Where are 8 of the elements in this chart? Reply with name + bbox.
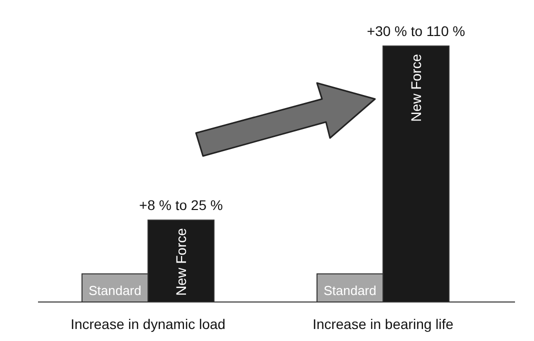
annotation: +8 % to 25 %: [139, 197, 223, 214]
text: New Force: [408, 54, 424, 122]
series-label: New Force: [173, 228, 189, 296]
text: Standard: [324, 283, 376, 298]
series-label: Standard: [88, 283, 142, 298]
x-tick-label: Increase in bearing life: [312, 316, 454, 332]
x-tick-label: Increase in dynamic load: [70, 316, 226, 332]
annotation: +30 % to 110 %: [366, 23, 466, 39]
